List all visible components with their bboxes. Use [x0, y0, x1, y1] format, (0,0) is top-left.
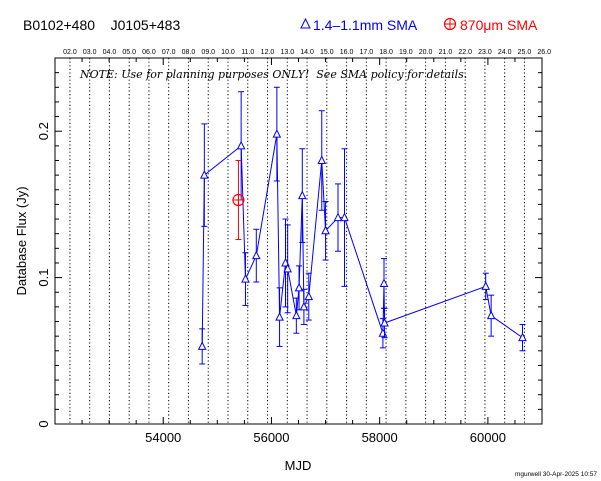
top-axis-label: 08.0: [182, 49, 196, 56]
x-axis-title: MJD: [285, 458, 312, 473]
x-tick-label: 60000: [470, 430, 506, 445]
data-point-triangle: [292, 310, 301, 320]
top-axis-label: 06.0: [142, 49, 156, 56]
legend-circle-plus-icon: [443, 17, 457, 31]
data-point-triangle: [197, 341, 207, 350]
top-axis-label: 26.0: [537, 49, 551, 56]
legend-triangle-icon: [300, 17, 311, 29]
top-axis-label: 12.0: [261, 49, 275, 56]
data-point-triangle: [251, 250, 261, 260]
data-point-triangle: [294, 282, 304, 292]
data-point-triangle: [275, 312, 284, 321]
source-names: B0102+480 J0105+483: [23, 17, 180, 33]
y-tick-label: 0.1: [36, 269, 51, 287]
data-point-triangle: [317, 155, 327, 164]
y-axis-title: Database Flux (Jy): [14, 186, 29, 295]
top-axis-label: 15.0: [320, 49, 334, 56]
x-axis: 54000 56000 58000 60000: [54, 58, 543, 445]
top-axis-label: 03.0: [83, 49, 97, 56]
top-axis-label: 10.0: [221, 49, 235, 56]
x-tick-label: 58000: [362, 430, 398, 445]
top-axis-label: 13.0: [280, 49, 294, 56]
data-point-triangle: [481, 281, 491, 290]
data-point-triangle: [333, 212, 343, 222]
x-tick-label: 56000: [253, 430, 289, 445]
top-axis-label: 18.0: [379, 49, 393, 56]
top-axis-label: 22.0: [458, 49, 472, 56]
data-point-triangle: [200, 170, 209, 179]
data-point-triangle: [299, 301, 309, 311]
year-grid: [69, 58, 525, 424]
top-axis-label: 11.0: [241, 49, 254, 56]
top-axis-label: 16.0: [340, 49, 354, 56]
top-year-axis: 02.0 03.0 04.0 05.0 06.0 07.0 08.0 09.0 10.0 11.0…: [63, 49, 551, 56]
legend-sma-870: 870μm SMA: [443, 17, 538, 33]
data-point-triangle: [379, 278, 389, 287]
top-axis-label: 07.0: [162, 49, 176, 56]
data-point-triangle: [340, 212, 349, 222]
top-axis-label: 25.0: [518, 49, 532, 56]
top-axis-label: 21.0: [439, 49, 453, 56]
top-axis-label: 17.0: [360, 49, 374, 56]
data-point-triangle: [378, 328, 388, 337]
y-tick-label: 0: [36, 420, 51, 427]
top-axis-label: 20.0: [419, 49, 433, 56]
top-axis-label: 05.0: [122, 49, 136, 56]
y-axis: 0 0.1 0.2: [36, 57, 542, 428]
data-point-triangle: [486, 310, 496, 320]
top-axis-label: 04.0: [103, 49, 117, 56]
data-point-triangle: [304, 291, 314, 301]
series-line: [201, 134, 523, 347]
data-point-triangle: [272, 129, 282, 138]
legend-sma-1mm-label: 1.4–1.1mm SMA: [313, 17, 418, 33]
legend-sma-870-label: 870μm SMA: [460, 17, 538, 33]
data-point-triangle: [518, 332, 527, 342]
data-point-triangle: [241, 273, 250, 283]
legend-sma-1mm: 1.4–1.1mm SMA: [300, 17, 418, 33]
data-point-triangle: [380, 317, 389, 327]
data-point-triangle: [236, 140, 246, 150]
series-sma-870: [232, 159, 245, 241]
planning-note: NOTE: Use for planning purposes ONLY! Se…: [79, 68, 467, 81]
data-point-triangle: [297, 190, 307, 200]
series-sma-1mm: [197, 86, 527, 365]
top-axis-label: 14.0: [300, 49, 314, 56]
y-tick-label: 0.2: [36, 122, 51, 140]
top-axis-label: 19.0: [399, 49, 413, 56]
footer-stamp: mgurwell 30-Apr-2025 10:57: [515, 471, 597, 478]
top-axis-label: 23.0: [478, 49, 492, 56]
top-axis-label: 09.0: [201, 49, 215, 56]
top-axis-label: 24.0: [498, 49, 512, 56]
plot-frame: [54, 57, 543, 425]
top-axis-label: 02.0: [63, 49, 77, 56]
data-point-triangle: [283, 263, 292, 273]
data-point-triangle: [321, 225, 330, 235]
data-series: [197, 86, 527, 365]
x-tick-label: 54000: [145, 430, 181, 445]
data-point-circle-plus: [232, 193, 245, 207]
